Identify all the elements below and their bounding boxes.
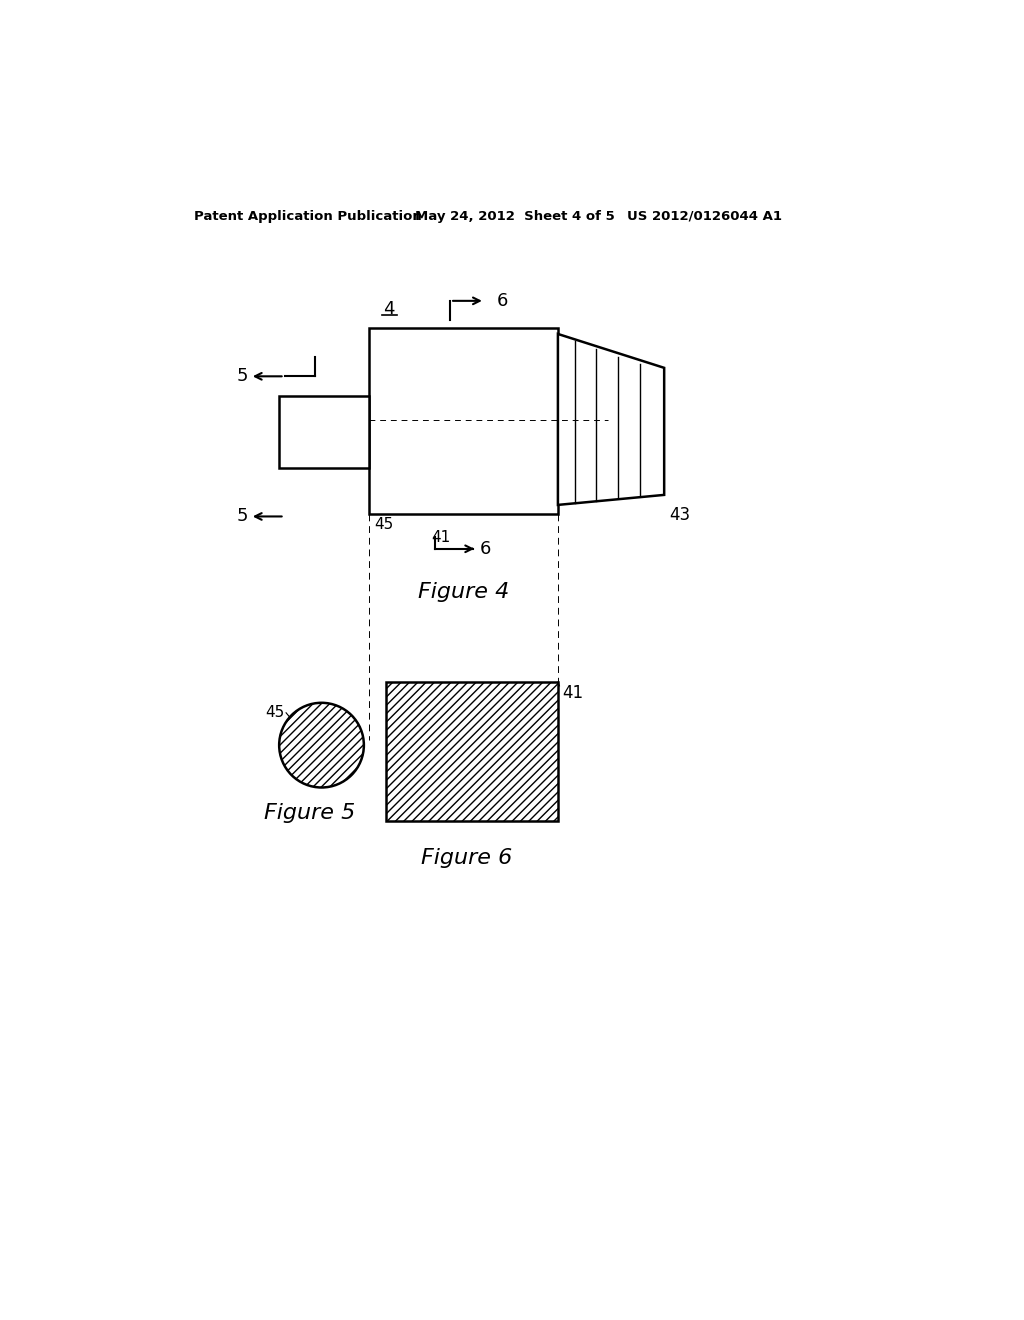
Text: Figure 5: Figure 5: [263, 803, 355, 822]
Text: 6: 6: [479, 540, 490, 558]
Circle shape: [280, 702, 364, 788]
Text: 43: 43: [670, 507, 690, 524]
Text: 41: 41: [431, 531, 451, 545]
Text: US 2012/0126044 A1: US 2012/0126044 A1: [628, 210, 782, 223]
Text: 5: 5: [237, 507, 249, 525]
Text: 45: 45: [374, 517, 393, 532]
Bar: [386, 682, 558, 821]
Text: Figure 4: Figure 4: [418, 582, 509, 602]
Text: 45: 45: [265, 705, 285, 721]
Text: May 24, 2012  Sheet 4 of 5: May 24, 2012 Sheet 4 of 5: [416, 210, 615, 223]
Bar: [370, 327, 558, 515]
Text: Patent Application Publication: Patent Application Publication: [194, 210, 422, 223]
Text: 6: 6: [497, 292, 509, 310]
Polygon shape: [558, 334, 665, 506]
Text: Figure 6: Figure 6: [422, 847, 513, 867]
Text: 5: 5: [237, 367, 249, 385]
Bar: [280, 396, 370, 469]
Text: 41: 41: [562, 684, 583, 701]
Circle shape: [280, 702, 364, 788]
Text: 4: 4: [384, 300, 395, 318]
